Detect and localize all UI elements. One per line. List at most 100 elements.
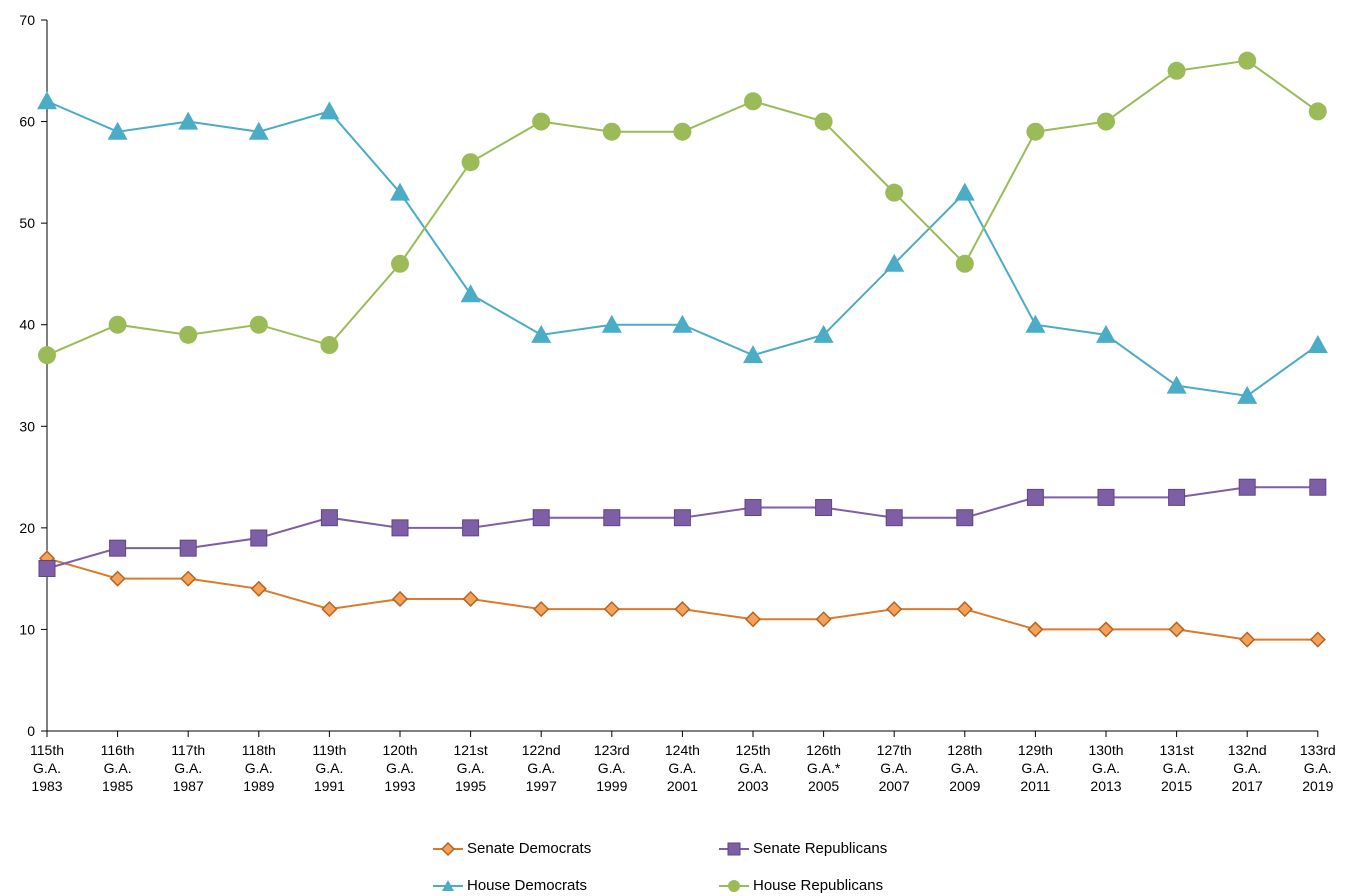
x-tick-label: 122nd G.A. 1997 (522, 742, 561, 794)
senate-republicans-point (1026, 488, 1044, 506)
senate-democrats-point (603, 601, 620, 618)
x-tick-label: 115th G.A. 1983 (30, 742, 64, 794)
house-democrats-point (743, 345, 763, 364)
house-republicans-point (532, 112, 551, 131)
house-republicans-point (744, 92, 762, 111)
house-republicans-point (461, 153, 480, 172)
senate-republicans-point (391, 519, 409, 537)
x-tick-label: 127th G.A. 2007 (877, 742, 912, 794)
house-democrats-point (1096, 324, 1116, 343)
house-democrats-point (390, 182, 410, 201)
house-republicans-point (602, 122, 621, 141)
senate-republicans-point (956, 509, 974, 527)
y-tick-label: 20 (19, 520, 35, 536)
house-democrats-point (460, 284, 481, 303)
senate-republicans-point (109, 539, 127, 557)
senate-democrats-point (1309, 631, 1326, 648)
y-tick-label: 0 (27, 723, 35, 739)
senate-democrats-line (46, 557, 1318, 641)
house-republicans-point (179, 325, 198, 344)
house-democrats-point (531, 324, 552, 343)
house-republicans-line (46, 59, 1319, 357)
senate-republicans-point (673, 509, 691, 527)
senate-democrats-point (886, 601, 903, 618)
x-tick-label: 132nd G.A. 2017 (1228, 742, 1267, 794)
house-democrats-point (178, 111, 199, 130)
house-democrats-point (319, 101, 340, 120)
house-republicans-point (1308, 102, 1327, 121)
house-republicans-point (1026, 122, 1045, 141)
senate-democrats-point (180, 570, 197, 587)
house-republicans-point (249, 315, 268, 334)
house-republicans-point (320, 336, 339, 355)
house-democrats-point (601, 314, 622, 333)
x-tick-label: 117th G.A. 1987 (171, 742, 205, 794)
senate-democrats-point (1097, 621, 1115, 638)
house-democrats-point (672, 314, 693, 333)
x-tick-label: 126th G.A.* 2005 (806, 742, 841, 794)
house-democrats-point (37, 91, 57, 110)
senate-democrats-point (956, 601, 973, 618)
senate-democrats-point (815, 611, 832, 628)
senate-democrats-point (1168, 621, 1185, 638)
house-democrats-point (813, 324, 834, 343)
y-tick-label: 60 (19, 114, 35, 130)
house-republicans-point (1097, 112, 1115, 131)
senate-republicans-point (885, 509, 903, 527)
x-tick-label: 129th G.A. 2011 (1018, 742, 1053, 794)
x-tick-label: 120th G.A. 1993 (382, 742, 417, 794)
house-democrats-point (1166, 375, 1187, 394)
x-tick-label: 123rd G.A. 1999 (594, 742, 630, 794)
house-republicans-point (885, 183, 904, 202)
house-republicans-point (955, 254, 974, 273)
x-tick-label: 130th G.A. 2013 (1088, 742, 1123, 794)
x-tick-label: 125th G.A. 2003 (735, 742, 770, 794)
senate-democrats-point (674, 601, 691, 618)
senate-democrats-point (1239, 631, 1256, 648)
senate-democrats-point (462, 590, 479, 608)
house-democrats-point (1025, 314, 1046, 333)
house-republicans-point (673, 122, 692, 141)
x-tick-label: 133rd G.A. 2019 (1300, 742, 1336, 794)
senate-republicans-point (1097, 488, 1115, 506)
senate-republicans-line (46, 486, 1318, 570)
house-republicans-point (814, 112, 833, 131)
senate-democrats-point (1027, 621, 1044, 638)
y-tick-label: 40 (19, 317, 35, 333)
senate-democrats-point (533, 601, 550, 618)
house-republicans-point (1238, 51, 1257, 70)
y-tick-label: 50 (19, 215, 35, 231)
senate-republicans-point (320, 509, 338, 527)
senate-republicans-point (744, 499, 762, 517)
house-democrats-line (46, 100, 1319, 397)
senate-republicans-point (250, 529, 268, 547)
senate-democrats-point (391, 590, 409, 608)
house-democrats-point (248, 121, 269, 140)
senate-republicans-point (1309, 478, 1327, 496)
x-tick-label: 121st G.A. 1995 (453, 742, 487, 794)
house-democrats-point (107, 121, 128, 140)
house-democrats-point (884, 253, 905, 272)
x-tick-label: 116th G.A. 1985 (101, 742, 135, 794)
house-republicans-point (108, 315, 127, 334)
x-tick-label: 124th G.A. 2001 (665, 742, 700, 794)
house-republicans-point (38, 346, 56, 365)
senate-republicans-point (179, 539, 197, 557)
y-tick-label: 70 (19, 12, 35, 28)
house-republicans-point (391, 254, 409, 273)
senate-democrats-point (744, 611, 762, 628)
y-tick-label: 10 (19, 621, 35, 637)
senate-republicans-point (1168, 488, 1186, 506)
house-democrats-point (1237, 385, 1258, 404)
x-tick-label: 119th G.A. 1991 (312, 742, 346, 794)
senate-republicans-point (462, 519, 480, 537)
house-republicans-point (1167, 61, 1186, 80)
senate-republicans-point (815, 499, 833, 517)
senate-republicans-point (1238, 478, 1256, 496)
x-tick-label: 118th G.A. 1989 (242, 742, 276, 794)
x-tick-label: 131st G.A. 2015 (1159, 742, 1193, 794)
house-democrats-point (954, 182, 975, 201)
senate-democrats-point (250, 580, 267, 597)
y-tick-label: 30 (19, 418, 35, 434)
